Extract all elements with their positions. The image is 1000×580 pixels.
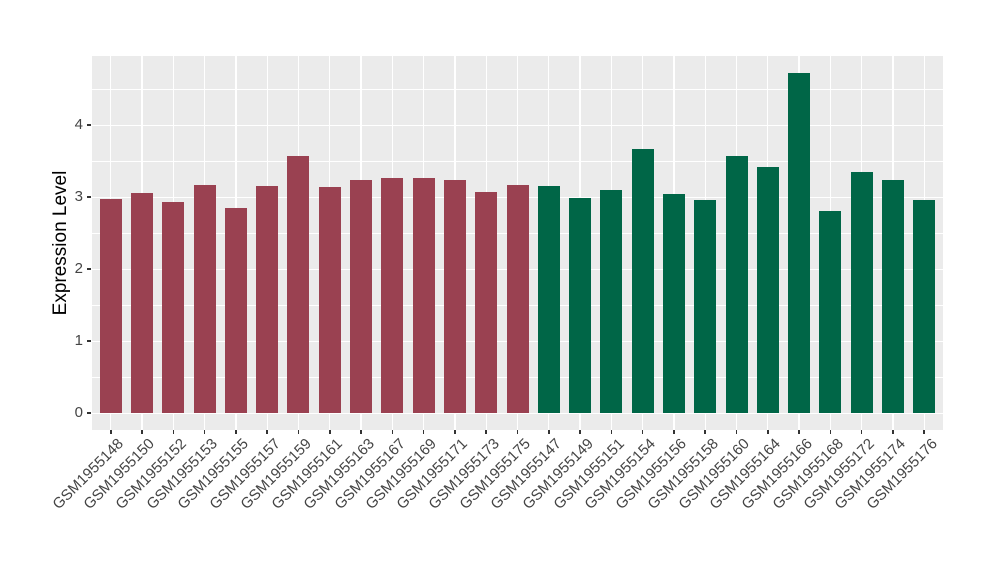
y-tick-3	[87, 196, 91, 198]
x-tick-GSM1955168	[829, 430, 832, 434]
bar-GSM1955168	[819, 211, 842, 413]
bar-GSM1955151	[600, 189, 623, 413]
x-tick-GSM1955147	[547, 430, 550, 434]
bar-GSM1955155	[224, 207, 247, 413]
bar-GSM1955169	[412, 178, 435, 413]
x-tick-GSM1955166	[798, 430, 800, 434]
y-tick-label-0: 0	[74, 404, 83, 421]
bar-GSM1955148	[99, 199, 122, 413]
bar-GSM1955160	[725, 155, 748, 413]
x-tick-GSM1955172	[860, 430, 863, 434]
bar-GSM1955175	[506, 185, 529, 413]
bar-GSM1955159	[287, 155, 310, 413]
x-tick-GSM1955174	[892, 430, 894, 434]
y-tick-0	[87, 412, 91, 414]
bar-GSM1955172	[850, 171, 873, 413]
bar-GSM1955161	[318, 186, 341, 413]
bar-GSM1955163	[350, 179, 373, 413]
bar-GSM1955153	[193, 185, 216, 413]
bar-GSM1955150	[131, 193, 154, 413]
bar-GSM1955152	[162, 202, 185, 413]
x-tick-GSM1955169	[422, 430, 425, 434]
x-tick-GSM1955157	[266, 430, 268, 434]
bar-GSM1955156	[662, 194, 685, 413]
x-tick-GSM1955151	[610, 430, 613, 434]
y-tick-label-2: 2	[74, 260, 83, 277]
y-axis-title: Expression Level	[50, 170, 71, 316]
x-tick-GSM1955154	[641, 430, 644, 434]
x-tick-GSM1955150	[141, 430, 143, 434]
x-tick-GSM1955149	[579, 430, 581, 434]
x-tick-GSM1955158	[704, 430, 706, 434]
x-tick-GSM1955161	[328, 430, 331, 434]
y-tick-label-4: 4	[74, 116, 83, 133]
bar-GSM1955154	[631, 148, 654, 413]
x-tick-GSM1955176	[923, 430, 926, 434]
bar-GSM1955158	[694, 199, 717, 413]
x-tick-GSM1955164	[766, 430, 769, 434]
y-tick-2	[87, 268, 91, 270]
x-tick-GSM1955173	[485, 430, 487, 434]
x-tick-GSM1955153	[203, 430, 206, 434]
bar-GSM1955149	[569, 197, 592, 413]
x-tick-GSM1955160	[735, 430, 738, 434]
x-tick-GSM1955155	[235, 430, 237, 434]
bar-GSM1955147	[537, 186, 560, 413]
x-tick-GSM1955156	[673, 430, 675, 434]
x-tick-GSM1955167	[391, 430, 394, 434]
x-tick-GSM1955159	[297, 430, 300, 434]
bar-GSM1955174	[881, 179, 904, 413]
bar-GSM1955173	[475, 191, 498, 413]
x-tick-GSM1955163	[360, 430, 362, 434]
bar-GSM1955176	[913, 199, 936, 413]
x-tick-GSM1955171	[454, 430, 456, 434]
plot-panel	[92, 56, 943, 430]
bar-GSM1955166	[788, 73, 811, 413]
y-tick-4	[87, 124, 91, 126]
bar-GSM1955171	[443, 179, 466, 413]
x-tick-GSM1955148	[109, 430, 112, 434]
bar-GSM1955167	[381, 177, 404, 413]
x-tick-GSM1955175	[516, 430, 519, 434]
x-tick-GSM1955152	[172, 430, 175, 434]
y-tick-label-1: 1	[74, 332, 83, 349]
bar-GSM1955157	[256, 186, 279, 413]
y-tick-label-3: 3	[74, 188, 83, 205]
bar-GSM1955164	[756, 166, 779, 413]
y-tick-1	[87, 340, 91, 342]
